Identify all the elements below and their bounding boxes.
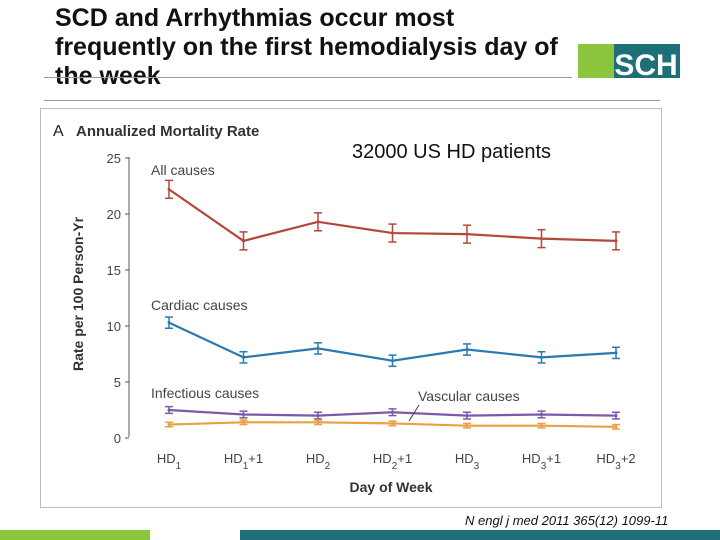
logo-teal-block: [614, 44, 680, 78]
data-point: [316, 220, 320, 224]
data-point: [167, 423, 171, 427]
x-tick-group: HD1 HD1+1 HD2 HD2+1 HD3 HD3+1 HD3+2: [157, 451, 636, 472]
data-point: [316, 414, 320, 418]
x-tick-label: HD3+2: [596, 451, 635, 472]
data-point: [167, 187, 171, 191]
x-tick-label: HD1+1: [224, 451, 263, 472]
bottom-bar-teal: [240, 530, 720, 540]
data-point: [540, 412, 543, 416]
y-tick-label: 20: [107, 207, 121, 222]
series-layer: [165, 179, 620, 430]
data-point: [465, 348, 469, 352]
data-point: [167, 321, 171, 325]
data-point: [316, 420, 320, 424]
series-vascular-causes: [165, 419, 620, 430]
data-point: [391, 421, 394, 425]
y-tick-label: 5: [114, 375, 121, 390]
data-point: [540, 424, 543, 428]
mortality-chart: A Annualized Mortality Rate Rate per 100…: [53, 123, 636, 495]
data-point: [465, 414, 469, 418]
data-point: [614, 351, 618, 355]
data-point: [242, 412, 245, 416]
slide-title: SCD and Arrhythmias occur most frequentl…: [55, 4, 558, 90]
x-tick-label: HD3: [455, 451, 480, 472]
y-tick-label: 15: [107, 263, 121, 278]
data-point: [316, 346, 320, 350]
data-point: [540, 355, 543, 359]
data-point: [391, 359, 394, 363]
citation: N engl j med 2011 365(12) 1099-11: [465, 513, 669, 528]
data-point: [614, 239, 618, 243]
x-tick-label: HD2+1: [373, 451, 412, 472]
data-point: [614, 425, 618, 429]
series-infectious-causes: [165, 405, 620, 420]
data-point: [391, 410, 394, 414]
y-tick-label: 10: [107, 319, 121, 334]
series-all-causes: [165, 179, 620, 251]
series-label: All causes: [151, 162, 215, 178]
data-point: [465, 232, 469, 236]
series-label: Vascular causes: [418, 388, 520, 404]
title-divider: [44, 77, 572, 78]
series-label: Infectious causes: [151, 385, 259, 401]
figure-frame: A Annualized Mortality Rate Rate per 100…: [40, 108, 662, 508]
x-axis-label: Day of Week: [350, 479, 433, 495]
y-tick-label: 0: [114, 431, 121, 446]
y-tick-label: 25: [107, 151, 121, 166]
data-point: [614, 414, 618, 418]
patient-count-annotation: 32000 US HD patients: [352, 141, 552, 163]
y-axis-label: Rate per 100 Person-Yr: [70, 216, 86, 371]
data-point: [391, 231, 394, 235]
data-point: [242, 239, 245, 243]
sch-logo: SCH: [578, 44, 680, 78]
bottom-bar-green: [0, 530, 150, 540]
header-divider: [44, 100, 660, 101]
vascular-label-leader: [408, 404, 420, 422]
data-point: [540, 237, 543, 241]
series-cardiac-causes: [165, 316, 620, 368]
x-tick-label: HD1: [157, 451, 182, 472]
data-point: [167, 408, 171, 412]
data-point: [242, 355, 245, 359]
series-label: Cardiac causes: [151, 297, 248, 313]
x-tick-label: HD2: [306, 451, 331, 472]
data-point: [242, 420, 245, 424]
series-labels: All causes Cardiac causes Infectious cause…: [151, 162, 520, 422]
panel-label: A: [53, 123, 64, 140]
logo-green-block: [578, 44, 614, 78]
logo-text: SCH: [614, 49, 677, 78]
y-tick-group: 0 5 10 15 20 25: [107, 151, 129, 446]
x-tick-label: HD3+1: [522, 451, 561, 472]
chart-title: Annualized Mortality Rate: [76, 123, 259, 140]
data-point: [465, 424, 469, 428]
